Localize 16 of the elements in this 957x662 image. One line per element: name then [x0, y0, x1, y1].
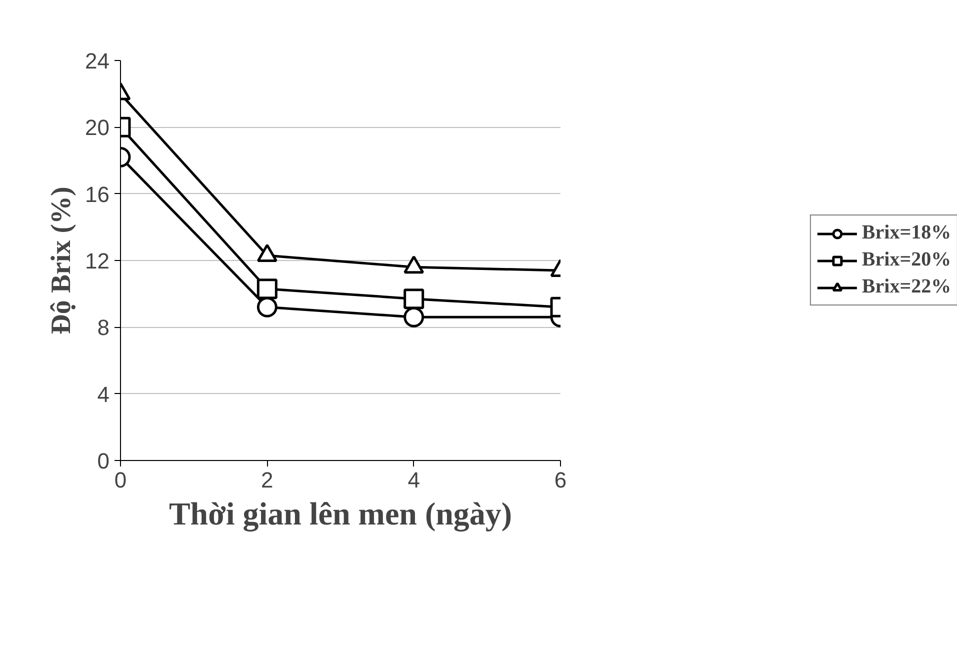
y-tick-label: 16	[85, 182, 110, 207]
x-axis-title: Thời gian lên men (ngày)	[168, 496, 512, 532]
x-tick-label: 4	[408, 468, 420, 492]
x-tick-label: 2	[261, 468, 274, 492]
y-tick-label: 20	[85, 115, 110, 140]
y-tick-label: 4	[97, 382, 110, 407]
legend-label: Brix=20%	[862, 248, 952, 272]
y-axis-title: Độ Brix (%)	[46, 186, 78, 334]
y-tick-label: 12	[85, 248, 110, 274]
y-tick-label: 0	[97, 448, 110, 474]
y-tick-label: 24	[85, 48, 110, 74]
legend-label: Brix=18%	[862, 222, 952, 244]
legend-label: Brix=22%	[862, 276, 952, 298]
x-tick-label: 0	[114, 468, 127, 492]
y-tick-label: 8	[97, 315, 110, 340]
x-tick-label: 6	[554, 468, 567, 492]
